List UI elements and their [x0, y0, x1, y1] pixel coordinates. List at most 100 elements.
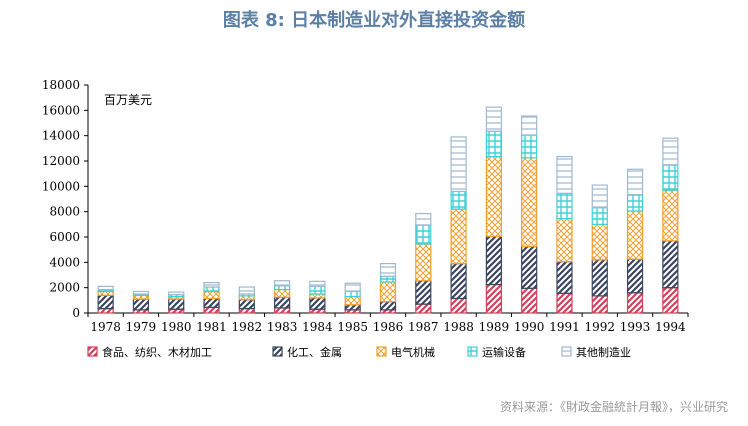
- bar-segment: [521, 157, 538, 248]
- x-tick-label: 1978: [90, 320, 121, 334]
- x-tick-label: 1984: [302, 320, 333, 334]
- x-tick-label: 1983: [267, 320, 298, 334]
- bar-segment: [274, 288, 291, 298]
- bars: [97, 106, 679, 314]
- bar-segment: [309, 280, 326, 288]
- bar-segment: [556, 261, 573, 294]
- y-tick-label: 10000: [42, 179, 80, 193]
- bar-segment: [556, 292, 573, 314]
- x-tick-label: 1982: [232, 320, 263, 334]
- bar-segment: [203, 286, 220, 293]
- bar-segment: [485, 235, 502, 286]
- source-note: 资料来源：《財政金融統計月報》，兴业研究: [499, 400, 728, 414]
- bar-segment: [626, 193, 644, 212]
- bar-segment: [415, 224, 432, 245]
- bar-segment: [556, 218, 573, 263]
- bar-segment: [415, 212, 432, 226]
- y-tick-label: 12000: [42, 154, 80, 168]
- bar-segment: [97, 307, 114, 314]
- bar-segment: [450, 136, 467, 193]
- legend-label: 食品、纺织、木材加工: [102, 345, 212, 359]
- bar-segment: [379, 263, 397, 277]
- bar-segment: [203, 282, 220, 288]
- bar-segment: [591, 184, 608, 209]
- bar-segment: [379, 281, 397, 303]
- legend: 食品、纺织、木材加工 化工、金属 电气机械 运输设备 其他制造业: [87, 345, 631, 359]
- bar-segment: [344, 282, 361, 293]
- y-tick-label: 6000: [49, 230, 80, 244]
- bar-segment: [97, 294, 114, 310]
- bar-segment: [626, 210, 644, 260]
- x-tick-label: 1980: [161, 320, 192, 334]
- bar-segment: [309, 297, 326, 310]
- legend-label: 电气机械: [391, 345, 435, 359]
- y-tick-label: 14000: [42, 129, 80, 143]
- bar-segment: [485, 130, 502, 158]
- x-tick-label: 1993: [620, 320, 651, 334]
- x-tick-label: 1985: [337, 320, 368, 334]
- bar-segment: [450, 297, 467, 314]
- x-tick-label: 1994: [655, 320, 686, 334]
- bar-segment: [274, 296, 291, 309]
- y-tick-label: 16000: [42, 103, 80, 117]
- bar-segment: [662, 189, 679, 242]
- bar-segment: [450, 263, 467, 300]
- y-tick-label: 2000: [49, 281, 80, 295]
- bar-segment: [626, 168, 644, 196]
- bar-segment: [203, 306, 220, 314]
- legend-label: 化工、金属: [287, 345, 342, 359]
- bar-segment: [556, 192, 573, 220]
- bar-segment: [450, 208, 467, 265]
- x-tick-label: 1987: [408, 320, 439, 334]
- bar-segment: [485, 283, 502, 314]
- bar-segment: [415, 280, 432, 305]
- bar-segment: [556, 155, 573, 194]
- bar-segment: [591, 259, 608, 297]
- bar-segment: [450, 190, 467, 210]
- bar-segment: [521, 134, 538, 159]
- bar-segment: [97, 285, 114, 291]
- legend-swatch: [561, 346, 572, 357]
- bar-segment: [274, 280, 291, 287]
- bar-segment: [521, 115, 538, 136]
- bar-segment: [203, 297, 220, 308]
- y-tick-label: 18000: [42, 78, 80, 92]
- bar-segment: [662, 240, 679, 289]
- legend-swatch: [272, 346, 283, 357]
- bar-segment: [238, 307, 255, 314]
- bar-segment: [591, 295, 608, 314]
- bar-segment: [132, 290, 150, 295]
- bar-segment: [662, 287, 679, 314]
- y-tick-label: 4000: [49, 255, 80, 269]
- bar-segment: [132, 298, 150, 311]
- bar-segment: [626, 292, 644, 314]
- bar-segment: [203, 290, 220, 300]
- bar-segment: [591, 207, 608, 225]
- bar-segment: [168, 298, 185, 310]
- legend-label: 运输设备: [482, 345, 526, 359]
- x-tick-label: 1979: [126, 320, 157, 334]
- x-tick-label: 1988: [443, 320, 474, 334]
- bar-segment: [662, 137, 679, 166]
- x-tick-label: 1981: [196, 320, 227, 334]
- bar-segment: [485, 106, 502, 132]
- bar-segment: [344, 304, 361, 311]
- bar-segment: [238, 286, 255, 295]
- x-tick-label: 1992: [584, 320, 615, 334]
- bar-segment: [344, 295, 361, 306]
- chart-title: 图表 8: 日本制造业对外直接投资金额: [222, 10, 526, 31]
- bar-segment: [274, 307, 291, 314]
- legend-swatch: [87, 346, 98, 357]
- x-tick-label: 1990: [514, 320, 545, 334]
- legend-label: 其他制造业: [576, 345, 631, 359]
- bar-segment: [591, 223, 608, 261]
- tick-labels: 0 2000 4000 6000 8000 10000 12000 14000 16000 180…: [42, 78, 686, 334]
- bar-segment: [309, 285, 326, 295]
- x-tick-label: 1989: [479, 320, 510, 334]
- bar-segment: [521, 245, 538, 289]
- bar-segment: [238, 299, 255, 310]
- bar-segment: [626, 258, 644, 294]
- bar-segment: [379, 275, 397, 283]
- y-tick-label: 8000: [49, 205, 80, 219]
